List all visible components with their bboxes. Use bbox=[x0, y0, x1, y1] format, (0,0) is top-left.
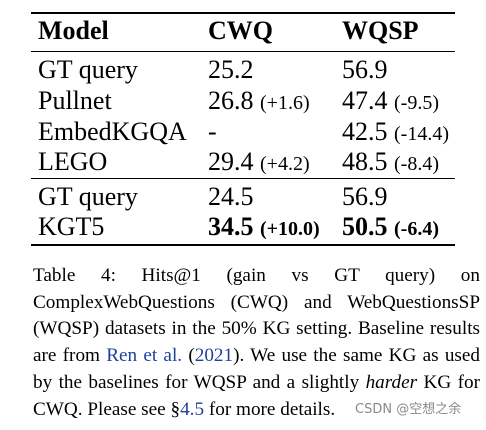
wqsp-score: 42.5 (-14.4) bbox=[342, 117, 449, 146]
model-name: GT query bbox=[38, 55, 138, 84]
cwq-delta: (+4.2) bbox=[260, 153, 310, 175]
citation-year-link[interactable]: 2021 bbox=[194, 345, 234, 367]
table-bottom-rule bbox=[31, 244, 455, 246]
cwq-delta: (+1.6) bbox=[260, 92, 310, 114]
model-name: Pullnet bbox=[38, 86, 112, 115]
cwq-score: 34.5 (+10.0) bbox=[208, 212, 320, 241]
wqsp-delta: (-9.5) bbox=[394, 92, 439, 114]
model-name: GT query bbox=[38, 182, 138, 211]
cwq-score: 29.4 (+4.2) bbox=[208, 147, 310, 176]
model-name: EmbedKGQA bbox=[38, 117, 187, 146]
cwq-score: 25.2 bbox=[208, 55, 254, 84]
model-name: KGT5 bbox=[38, 212, 105, 241]
wqsp-score: 48.5 (-8.4) bbox=[342, 147, 439, 176]
wqsp-score: 56.9 bbox=[342, 182, 388, 211]
watermark: CSDN @空想之余 bbox=[355, 402, 462, 417]
cwq-score: 26.8 (+1.6) bbox=[208, 86, 310, 115]
wqsp-delta: (-8.4) bbox=[394, 153, 439, 175]
table-group-rule bbox=[31, 178, 455, 179]
wqsp-score: 50.5 (-6.4) bbox=[342, 212, 439, 241]
cwq-score: 24.5 bbox=[208, 182, 254, 211]
emphasis-text: harder bbox=[365, 371, 418, 393]
cwq-delta: (+10.0) bbox=[260, 218, 320, 240]
citation-link[interactable]: Ren et al. bbox=[106, 345, 183, 367]
table-header-rule bbox=[31, 51, 455, 52]
column-header-wqsp: WQSP bbox=[342, 16, 419, 45]
column-header-cwq: CWQ bbox=[208, 16, 273, 45]
section-link[interactable]: 4.5 bbox=[180, 398, 205, 420]
wqsp-score: 47.4 (-9.5) bbox=[342, 86, 439, 115]
cwq-score: - bbox=[208, 117, 217, 146]
model-name: LEGO bbox=[38, 147, 108, 176]
wqsp-delta: (-14.4) bbox=[394, 123, 449, 145]
table-top-rule bbox=[31, 12, 455, 14]
wqsp-delta: (-6.4) bbox=[394, 218, 439, 240]
column-header-model: Model bbox=[38, 16, 109, 45]
wqsp-score: 56.9 bbox=[342, 55, 388, 84]
table-caption: Table 4: Hits@1 (gain vs GT query) on Co… bbox=[33, 265, 480, 420]
